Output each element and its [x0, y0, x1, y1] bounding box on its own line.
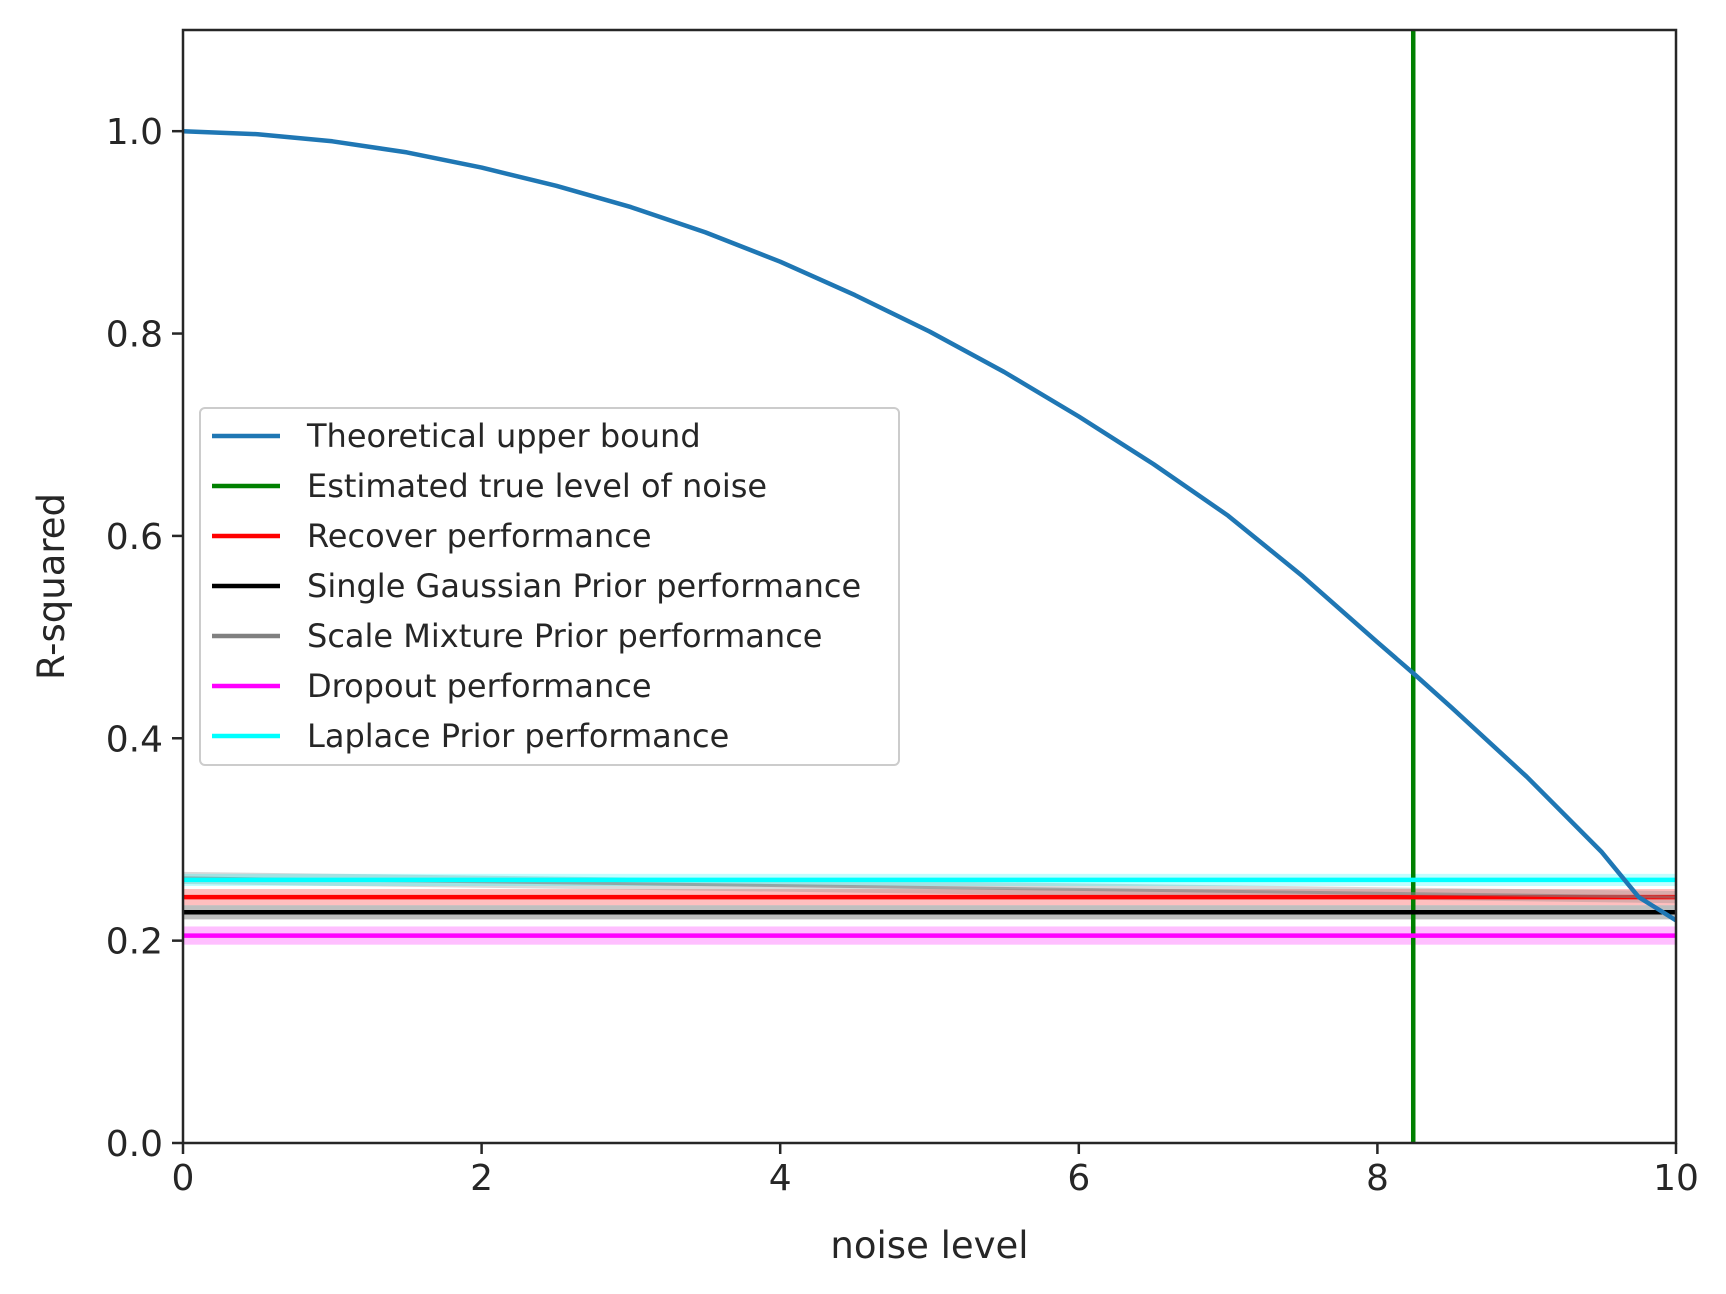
legend: Theoretical upper bound Estimated true le… — [199, 407, 900, 766]
x-axis-label: noise level — [830, 1224, 1028, 1267]
legend-label-recover-performance: Recover performance — [307, 517, 652, 555]
legend-label-theoretical-upper-bound: Theoretical upper bound — [306, 417, 701, 455]
x-tick-label: 2 — [470, 1158, 493, 1199]
plot-frame — [181, 28, 1678, 1145]
y-tick-label: 1.0 — [106, 112, 163, 153]
theoretical-upper-bound-line — [183, 128, 1676, 923]
x-tick-label: 4 — [769, 1158, 792, 1199]
x-tick-label: 0 — [172, 1158, 195, 1199]
y-tick-label: 0.2 — [106, 922, 163, 963]
legend-box — [199, 407, 900, 766]
plot-area — [183, 30, 1676, 1143]
axes: 0 2 4 6 8 10 0.0 0.2 0.4 0.6 0.8 1.0 — [106, 28, 1699, 1199]
x-tick-label: 8 — [1366, 1158, 1389, 1199]
legend-label-single-gaussian-prior-performance: Single Gaussian Prior performance — [307, 567, 861, 605]
y-tick-label: 0.0 — [106, 1124, 163, 1165]
y-tick-label: 0.6 — [106, 517, 163, 558]
x-tick-label: 10 — [1653, 1158, 1699, 1199]
legend-label-dropout-performance: Dropout performance — [307, 667, 652, 705]
legend-label-laplace-prior-performance: Laplace Prior performance — [307, 717, 729, 755]
legend-label-estimated-true-level-of-noise: Estimated true level of noise — [307, 467, 767, 505]
y-tick-label: 0.4 — [106, 719, 163, 760]
y-axis-label: R-squared — [30, 493, 73, 680]
y-tick-label: 0.8 — [106, 315, 163, 356]
x-tick-label: 6 — [1067, 1158, 1090, 1199]
legend-label-scale-mixture-prior-performance: Scale Mixture Prior performance — [307, 617, 822, 655]
